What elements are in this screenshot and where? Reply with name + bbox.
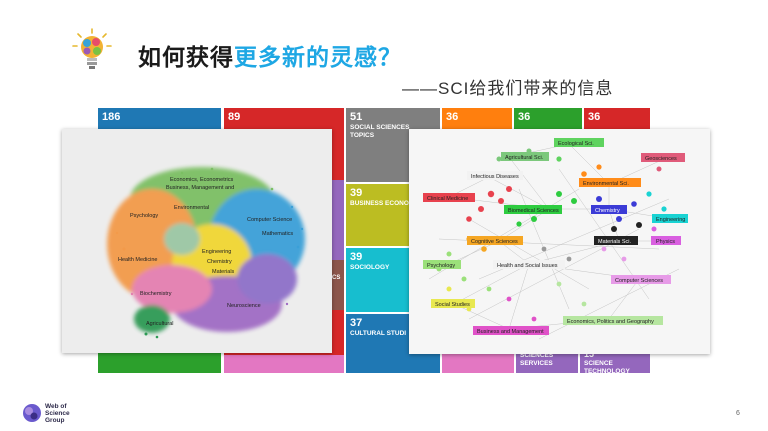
cluster-label: Materials xyxy=(212,269,235,275)
node-label-engineering: Engineering xyxy=(656,217,685,223)
node-label-cognitive: Cognitive Sciences xyxy=(471,239,518,245)
cluster-label: Economics, Econometrics xyxy=(170,177,234,183)
node-label-infectious: Infectious Diseases xyxy=(471,174,519,180)
network-edges xyxy=(428,143,680,340)
node-label-computer: Computer Sciences xyxy=(615,278,663,284)
cluster-label: Environmental xyxy=(174,205,209,211)
node-label-agricultural: Agricultural Sci. xyxy=(505,155,544,161)
cluster-label: Biochemistry xyxy=(140,291,172,297)
node-label-materials: Materials Sci. xyxy=(598,239,631,245)
cluster-label: Agricultural xyxy=(146,321,174,327)
node-label-health-social: Health and Social Issues xyxy=(497,263,558,269)
cluster-label: Neuroscience xyxy=(227,303,261,309)
cluster-map: Economics, Econometrics Business, Manage… xyxy=(107,167,305,339)
discipline-network-panel: Ecological Sci. Agricultural Sci. Geosci… xyxy=(409,129,710,354)
page-title: 如何获得更多新的灵感？ xyxy=(138,44,402,70)
cluster-label: Psychology xyxy=(130,213,158,219)
node-label-psychology: Psychology xyxy=(427,263,455,269)
cluster-label: Health Medicine xyxy=(118,257,157,263)
tile-bottom-pink-2 xyxy=(442,350,514,373)
node-label-business: Business and Management xyxy=(477,329,544,335)
node-label-social-studies: Social Studies xyxy=(435,302,470,308)
title-highlight: 更多新的灵感？ xyxy=(234,44,402,70)
cluster-dots xyxy=(115,167,304,339)
node-label-geosciences: Geosciences xyxy=(645,156,677,162)
tile-edge-purple xyxy=(330,180,344,275)
network-labels: Ecological Sci. Agricultural Sci. Geosci… xyxy=(423,138,688,335)
tile-bottom-pink xyxy=(224,355,344,373)
node-label-biomedical: Biomedical Sciences xyxy=(508,208,559,214)
web-of-science-logo-icon xyxy=(23,404,41,422)
cluster-label: Business, Management and xyxy=(166,185,234,191)
tile-15: 15 SCIENCE TECHNOLOGY OTHER xyxy=(580,349,650,383)
cluster-label: Mathematics xyxy=(262,231,293,237)
lightbulb-icon xyxy=(72,28,112,69)
cluster-label: Computer Science xyxy=(247,217,292,223)
tile-36-green: 36 xyxy=(514,108,582,130)
cluster-map-panel: Economics, Econometrics Business, Manage… xyxy=(62,129,332,353)
node-label-chemistry: Chemistry xyxy=(595,208,620,214)
page-subtitle: ——SCI给我们带来的信息 xyxy=(402,79,614,98)
cluster-label: Chemistry xyxy=(207,259,232,265)
page-number: 6 xyxy=(736,410,740,417)
tile-bottom-green xyxy=(98,353,221,373)
node-label-physics: Physics xyxy=(656,239,675,245)
node-label-ecological: Ecological Sci. xyxy=(558,141,594,147)
tile-36-orange: 36 xyxy=(442,108,512,130)
node-label-clinical: Clinical Medicine xyxy=(427,196,468,202)
tile-36-red: 36 xyxy=(584,108,650,130)
brand-name: Web of Science Group xyxy=(45,403,70,424)
node-label-environmental: Environmental Sci. xyxy=(583,181,629,187)
node-label-economics: Economics, Politics and Geography xyxy=(567,319,654,325)
tile-edge-brown: CS xyxy=(330,260,344,310)
cluster-label: Engineering xyxy=(202,249,231,255)
discipline-network: Ecological Sci. Agricultural Sci. Geosci… xyxy=(423,138,688,340)
tile-sciences-services: SCIENCES SERVICES xyxy=(516,350,578,373)
